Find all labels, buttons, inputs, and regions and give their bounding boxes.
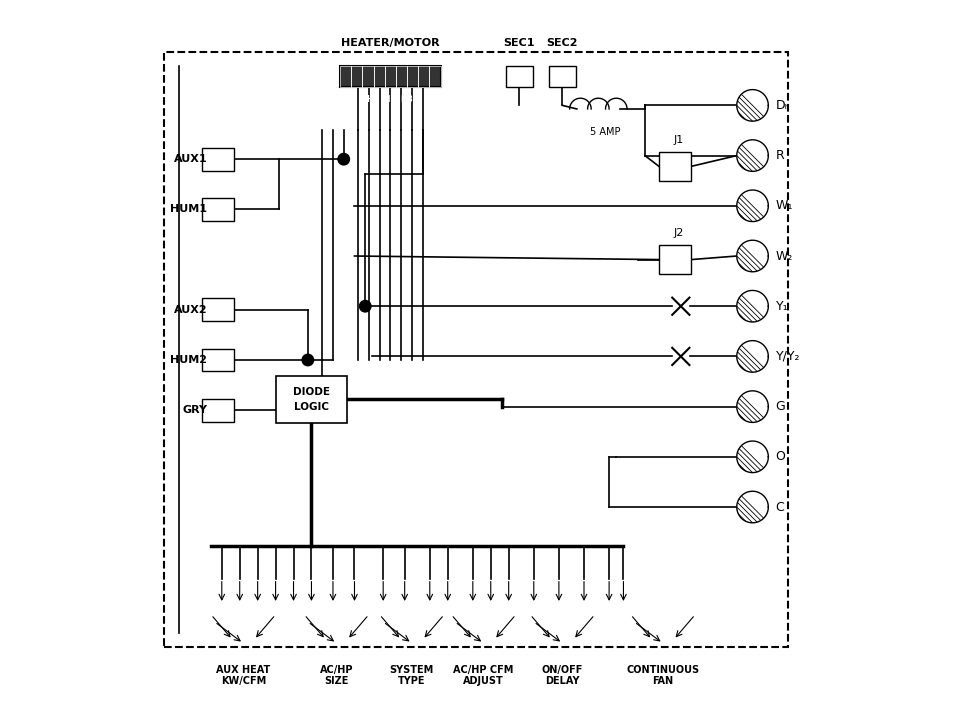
Text: HEATER/MOTOR: HEATER/MOTOR <box>341 38 440 48</box>
Bar <box>373 66 385 87</box>
Text: AC/HP
SIZE: AC/HP SIZE <box>320 665 353 686</box>
Polygon shape <box>736 341 768 372</box>
Text: DIODE: DIODE <box>293 387 330 397</box>
Bar <box>506 66 533 87</box>
Circle shape <box>302 354 314 366</box>
Text: H1  H2  H3: H1 H2 H3 <box>368 94 413 104</box>
FancyBboxPatch shape <box>659 246 691 274</box>
Text: AUX1: AUX1 <box>174 154 207 164</box>
Bar <box>385 66 396 87</box>
Circle shape <box>338 153 349 165</box>
Text: HUM2: HUM2 <box>171 355 207 365</box>
Text: GRY: GRY <box>182 405 207 415</box>
Text: AUX2: AUX2 <box>174 305 207 315</box>
Bar <box>396 66 407 87</box>
Bar <box>429 66 441 87</box>
Text: C: C <box>776 500 784 513</box>
Text: 5 AMP: 5 AMP <box>590 127 621 137</box>
FancyBboxPatch shape <box>202 348 234 372</box>
Bar <box>549 66 576 87</box>
Text: Dₕ: Dₕ <box>776 99 790 112</box>
Text: W₂: W₂ <box>776 250 793 263</box>
FancyBboxPatch shape <box>202 399 234 422</box>
Circle shape <box>359 300 371 312</box>
Bar <box>419 66 429 87</box>
Polygon shape <box>736 140 768 171</box>
Bar <box>351 66 363 87</box>
Polygon shape <box>736 190 768 222</box>
FancyBboxPatch shape <box>659 152 691 181</box>
Text: SEC1: SEC1 <box>504 38 535 48</box>
Text: HUM1: HUM1 <box>171 204 207 215</box>
Text: ON/OFF
DELAY: ON/OFF DELAY <box>541 665 583 686</box>
Text: Y₁: Y₁ <box>776 300 788 312</box>
Text: SYSTEM
TYPE: SYSTEM TYPE <box>390 665 434 686</box>
FancyBboxPatch shape <box>202 148 234 171</box>
Bar <box>363 66 373 87</box>
Polygon shape <box>736 89 768 121</box>
Text: J1: J1 <box>674 135 684 145</box>
Text: G: G <box>776 400 785 413</box>
Text: AUX HEAT
KW/CFM: AUX HEAT KW/CFM <box>216 665 271 686</box>
Polygon shape <box>736 441 768 472</box>
Polygon shape <box>736 491 768 523</box>
Polygon shape <box>736 391 768 423</box>
Bar <box>407 66 419 87</box>
FancyBboxPatch shape <box>202 198 234 221</box>
Bar <box>340 66 351 87</box>
Text: SEC2: SEC2 <box>547 38 578 48</box>
Polygon shape <box>736 240 768 271</box>
FancyBboxPatch shape <box>202 298 234 321</box>
Text: Y/Y₂: Y/Y₂ <box>776 350 800 363</box>
Polygon shape <box>736 290 768 322</box>
FancyBboxPatch shape <box>276 376 348 423</box>
Text: R: R <box>776 149 784 162</box>
Text: J2: J2 <box>674 228 684 238</box>
Bar <box>340 66 441 87</box>
Text: O: O <box>776 450 785 464</box>
Text: LOGIC: LOGIC <box>294 402 329 412</box>
Text: CONTINUOUS
FAN: CONTINUOUS FAN <box>626 665 700 686</box>
Text: AC/HP CFM
ADJUST: AC/HP CFM ADJUST <box>453 665 514 686</box>
Text: W₁: W₁ <box>776 199 793 212</box>
